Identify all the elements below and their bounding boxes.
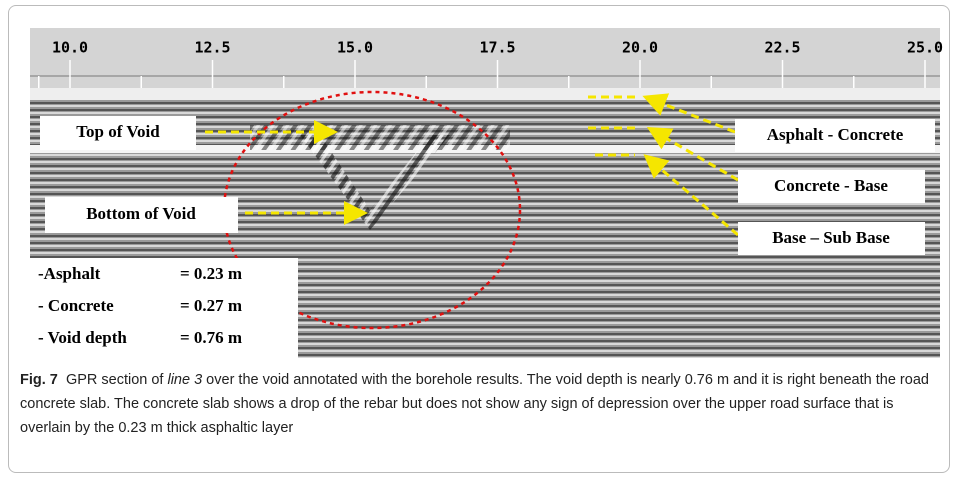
ruler-tick-label: 15.0 (337, 39, 373, 57)
result-value: = 0.27 m (180, 296, 242, 315)
ruler-tick-label: 12.5 (194, 39, 230, 57)
arrow (646, 126, 739, 182)
ruler (30, 28, 940, 88)
void-top (250, 125, 510, 150)
ruler-tick-label: 25.0 (907, 39, 943, 57)
caption-label: Fig. 7 (20, 372, 58, 388)
ruler-tick-label: 20.0 (622, 39, 658, 57)
void-hyperbola (300, 135, 450, 230)
gpr-figure: 10.0 12.5 15.0 17.5 20.0 22.5 25.0 Top of Void… (30, 28, 943, 358)
label: Base – Sub Base (772, 228, 890, 247)
label: Bottom of Void (86, 204, 196, 223)
result-label: -Asphalt (38, 264, 101, 283)
caption-italic: line 3 (167, 372, 203, 388)
ruler-tick-label: 17.5 (479, 39, 515, 57)
label-box (40, 116, 196, 150)
figure-frame (8, 5, 950, 473)
label-box (738, 170, 925, 203)
caption-text: GPR section of (65, 372, 168, 388)
arrow (643, 154, 739, 237)
ruler-tick-label: 10.0 (52, 39, 88, 57)
surface-band (30, 88, 940, 100)
result-value: = 0.23 m (180, 264, 242, 283)
label-box (45, 197, 238, 233)
arrow (642, 93, 736, 134)
label: Asphalt - Concrete (767, 125, 904, 144)
caption: Fig. 7 GPR section of line 3 over the vo… (20, 368, 935, 440)
result-label: - Concrete (38, 296, 114, 315)
result-label: - Void depth (38, 328, 127, 347)
label: Concrete - Base (774, 176, 888, 195)
result-value: = 0.76 m (180, 328, 242, 347)
label-box (735, 119, 935, 152)
ruler-tick-label: 22.5 (764, 39, 800, 57)
results-box (30, 258, 298, 358)
label: Top of Void (76, 122, 160, 141)
caption-text: over the void annotated with the borehol… (20, 372, 929, 436)
label-box (738, 222, 925, 255)
